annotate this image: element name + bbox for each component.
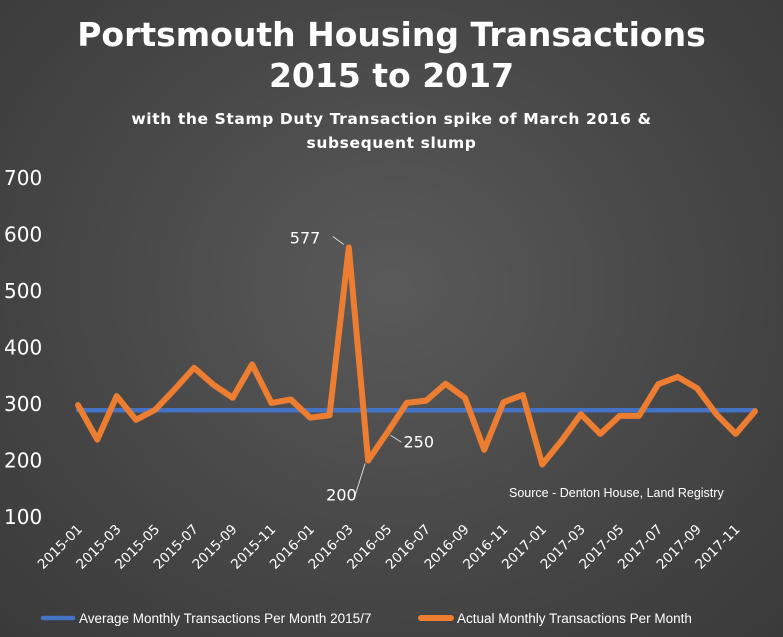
chart-title-line-2: 2015 to 2017 (268, 56, 515, 95)
y-axis: 100 200 300 400 500 600 700 (4, 166, 42, 529)
x-axis: 2015-012015-032015-052015-072015-092015-… (35, 522, 744, 573)
annotation-leader (353, 463, 366, 499)
legend: Average Monthly Transactions Per Month 2… (40, 611, 692, 626)
data-label: 577 (290, 228, 321, 247)
series-layer (75, 244, 758, 468)
annotation-layer: 577 200 250 (290, 228, 434, 504)
chart-subtitle-line-1: with the Stamp Duty Transaction spike of… (131, 110, 652, 128)
chart-title-line-1: Portsmouth Housing Transactions (77, 15, 706, 54)
legend-label: Actual Monthly Transactions Per Month (457, 611, 692, 626)
legend-label: Average Monthly Transactions Per Month 2… (79, 611, 371, 626)
y-tick-label: 300 (4, 392, 42, 416)
y-tick-label: 400 (4, 336, 42, 360)
annotation-leader (332, 236, 345, 245)
source-note: Source - Denton House, Land Registry (509, 486, 724, 500)
y-tick-label: 200 (4, 449, 42, 473)
annotation-leader (390, 434, 402, 443)
data-label: 250 (403, 432, 434, 451)
y-tick-label: 700 (4, 166, 42, 190)
series-line-2 (75, 244, 758, 468)
y-tick-label: 500 (4, 279, 42, 303)
data-label: 200 (326, 486, 357, 505)
chart-subtitle-line-2: subsequent slump (306, 134, 477, 152)
chart-title: Portsmouth Housing Transactions 2015 to … (0, 14, 783, 96)
y-tick-label: 100 (4, 505, 42, 529)
chart-subtitle: with the Stamp Duty Transaction spike of… (0, 107, 783, 155)
y-tick-label: 600 (4, 223, 42, 247)
